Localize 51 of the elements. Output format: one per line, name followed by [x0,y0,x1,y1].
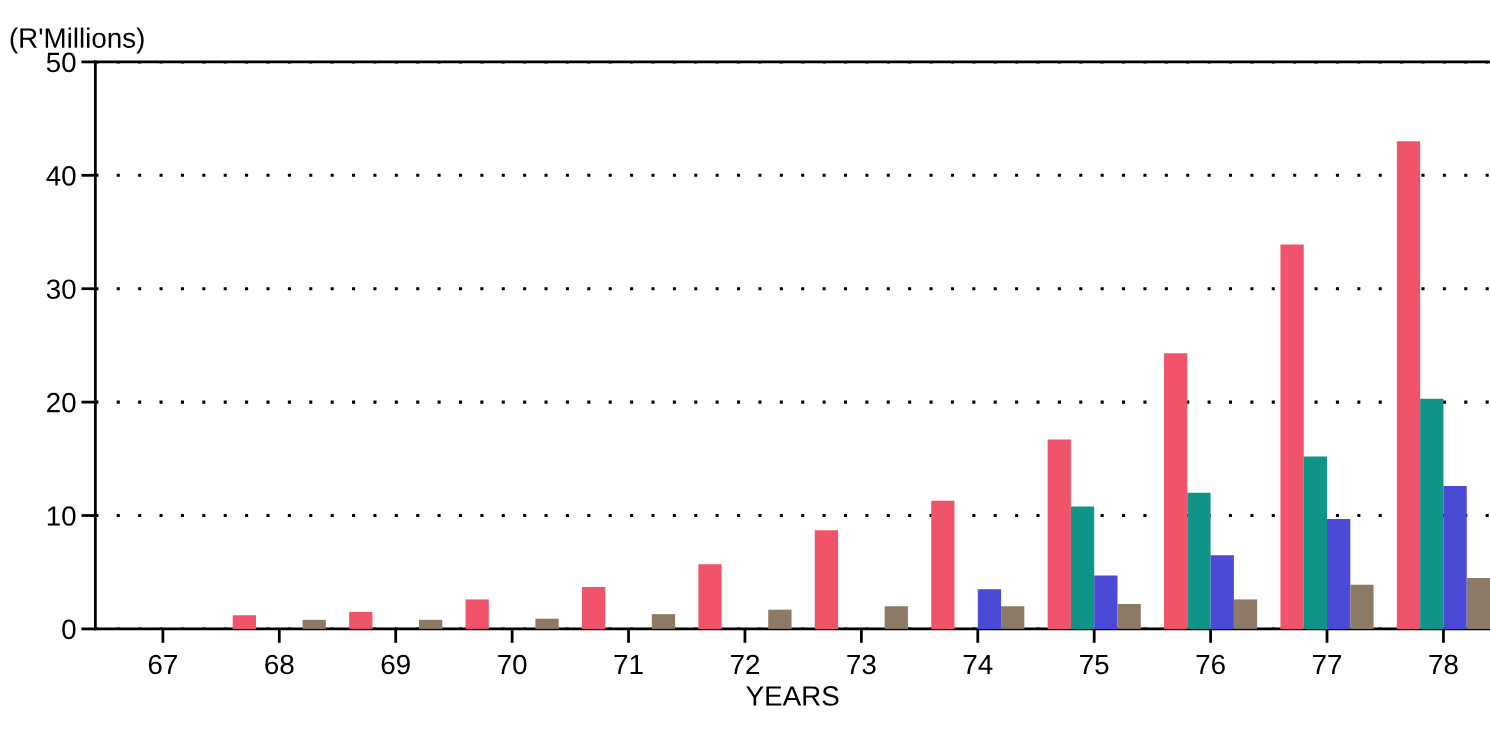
bar [1210,555,1234,629]
x-tick-label: 78 [1429,654,1458,675]
x-tick-label: 76 [1196,654,1225,675]
bar [884,606,908,629]
x-tick-label: 68 [265,654,294,675]
bar [1396,141,1421,629]
bar [768,609,792,629]
y-tick-label: 50 [46,52,76,73]
bar [535,618,559,629]
bar [349,611,373,629]
y-tick-label: 0 [62,619,76,640]
bar [581,586,606,629]
bar [1233,599,1258,629]
bar [1303,456,1328,629]
bar [814,530,839,629]
x-tick-label: 75 [1080,654,1109,675]
bar [1164,353,1188,629]
x-tick-label: 72 [730,654,760,675]
x-tick-label: 77 [1313,654,1342,675]
bar [1070,506,1095,629]
bar [1280,244,1304,629]
x-tick-label: 74 [963,654,993,675]
bar [418,619,443,629]
x-axis-title: YEARS [746,686,839,706]
y-tick-label: 10 [47,506,76,526]
bar [977,589,1002,629]
bar [1187,492,1211,629]
bar [698,564,722,629]
x-tick-label: 69 [381,654,410,675]
bar [1001,606,1025,629]
bar [232,615,257,629]
y-tick-label: 20 [47,392,76,413]
bar [1443,486,1467,629]
x-tick-label: 67 [148,654,177,675]
bar [1047,439,1071,629]
x-tick-label: 73 [847,654,876,675]
x-tick-label: 71 [614,654,643,675]
x-tick-label: 70 [498,654,527,675]
y-tick-label: 30 [46,279,76,300]
bar [465,599,489,629]
bar [1350,584,1374,629]
y-axis-title: (R'Millions) [10,27,144,54]
bar [1420,398,1444,629]
bar [651,614,676,629]
y-tick-label: 40 [46,165,76,186]
bar [1094,575,1118,629]
bar [1466,577,1490,629]
bar [1327,518,1351,629]
bar [302,619,326,629]
bar [1117,603,1141,629]
bar [931,500,955,629]
